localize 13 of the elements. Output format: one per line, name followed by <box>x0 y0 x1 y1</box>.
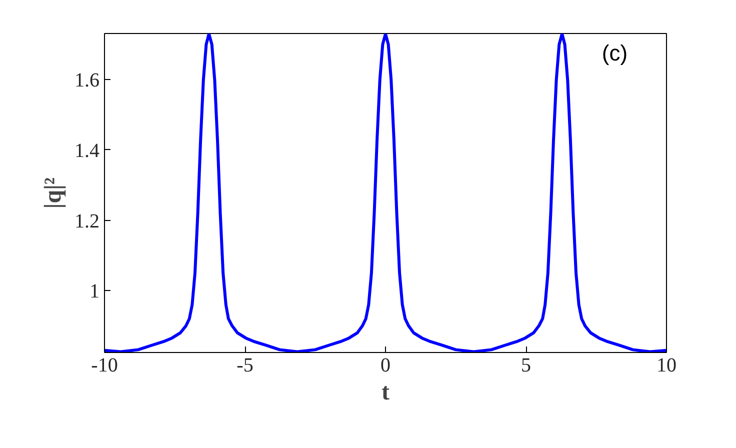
x-axis-title: t <box>382 380 390 406</box>
x-tick-label: -5 <box>236 354 254 376</box>
x-tick-label: 5 <box>521 354 531 376</box>
y-axis-title: |q|² <box>40 177 66 209</box>
x-tick-label: 10 <box>656 354 676 376</box>
annotation: (c) <box>602 40 628 66</box>
y-tick-label: 1.2 <box>74 210 100 232</box>
y-tick-label: 1.6 <box>74 70 100 92</box>
line-series <box>104 34 666 352</box>
y-tick-label: 1 <box>90 280 100 303</box>
y-tick-label: 1.4 <box>74 140 100 162</box>
x-tick-label: -10 <box>91 354 118 376</box>
x-tick-label: 0 <box>380 354 390 376</box>
